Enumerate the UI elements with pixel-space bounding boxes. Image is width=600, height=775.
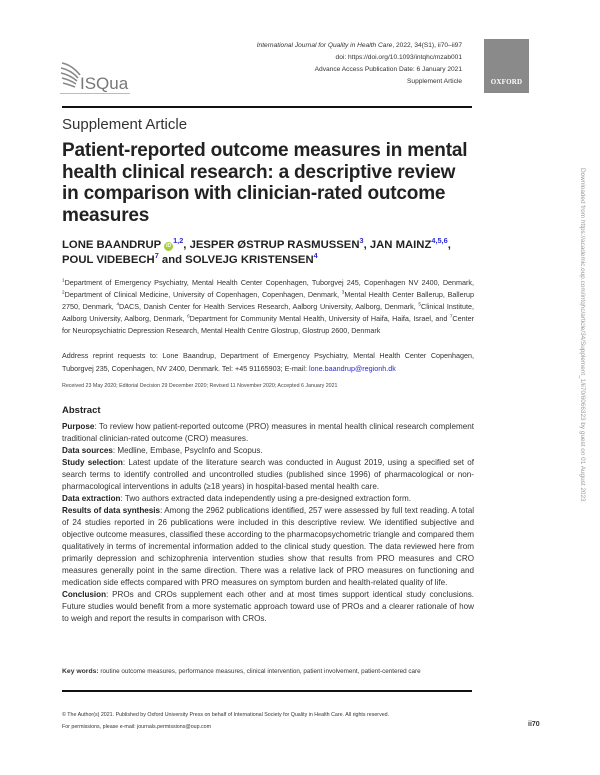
section-text: : PROs and CROs supplement each other an… — [62, 590, 474, 623]
journal-header: International Journal for Quality in Hea… — [257, 40, 462, 88]
copyright: © The Author(s) 2021. Published by Oxfor… — [62, 712, 390, 718]
affiliation: Department of Clinical Medicine, Univers… — [64, 290, 342, 299]
affiliations: 1Department of Emergency Psychiatry, Men… — [62, 277, 474, 337]
author-name: POUL VIDEBECH — [62, 254, 155, 266]
isqua-logo: ISQua — [58, 55, 138, 97]
doi[interactable]: doi: https://doi.org/10.1093/intqhc/mzab… — [335, 54, 462, 61]
article-dates: Received 23 May 2020; Editorial Decision… — [62, 383, 338, 389]
abstract-heading: Abstract — [62, 405, 101, 416]
author-affiliation-ref[interactable]: 7 — [154, 251, 159, 261]
journal-name: International Journal for Quality in Hea… — [256, 42, 393, 49]
article-type: Supplement Article — [407, 78, 462, 85]
affiliation: Department of Emergency Psychiatry, Ment… — [64, 278, 474, 287]
abstract-study-selection: Study selection: Latest update of the li… — [62, 457, 474, 493]
author-name: LONE BAANDRUP — [62, 239, 161, 251]
author-affiliation-ref[interactable]: 3 — [359, 236, 364, 246]
affiliation-number: 2 — [62, 289, 65, 295]
download-watermark: Downloaded from https://academic.oup.com… — [579, 168, 586, 502]
author-separator: , — [363, 239, 370, 251]
email-link[interactable]: lone.baandrup@regionh.dk — [309, 363, 396, 373]
affiliation-number: 7 — [449, 313, 453, 319]
address-text: Address reprint requests to: Lone Baandr… — [62, 351, 474, 373]
author-name: SOLVEJG KRISTENSEN — [185, 254, 314, 266]
article-title: Patient-reported outcome measures in men… — [62, 140, 468, 226]
abstract-results: Results of data synthesis: Among the 296… — [62, 505, 474, 589]
svg-text:ISQua: ISQua — [80, 74, 129, 93]
abstract-data-sources: Data sources: Medline, Embase, PsycInfo … — [62, 445, 474, 457]
footer-divider — [62, 690, 472, 692]
journal-citation: , 2022, 34(S1), ii70–ii97 — [392, 42, 462, 49]
abstract-purpose: Purpose: To review how patient-reported … — [62, 421, 474, 445]
page-number: ii70 — [528, 721, 540, 728]
author-separator: and — [158, 254, 186, 266]
affiliation-number: 4 — [116, 301, 120, 307]
section-text: : Latest update of the literature search… — [62, 458, 474, 491]
section-label: Results of data synthesis — [62, 506, 161, 515]
author-affiliation-ref[interactable]: 1,2 — [173, 236, 184, 246]
section-text: : Among the 2962 publications identified… — [62, 506, 474, 587]
affiliation: Mental Health Center Ballerup, Ballerup … — [62, 290, 474, 311]
author-name: JESPER ØSTRUP RASMUSSEN — [189, 239, 360, 251]
section-label: Conclusion — [62, 590, 107, 599]
oxford-logo: OXFORD — [484, 39, 529, 93]
section-text: : To review how patient-reported outcome… — [62, 422, 474, 443]
affiliation-number: 5 — [418, 301, 422, 307]
keywords-text: routine outcome measures, performance me… — [98, 668, 421, 675]
section-label: Purpose — [62, 422, 95, 431]
abstract: Abstract Purpose: To review how patient-… — [62, 405, 474, 625]
keywords-label: Key words: — [62, 668, 99, 675]
abstract-conclusion: Conclusion: PROs and CROs supplement eac… — [62, 589, 474, 625]
affiliation: Clinical Institute, Aalborg University, … — [62, 302, 474, 323]
author-affiliation-ref[interactable]: 4,5,6 — [431, 236, 448, 246]
author-separator: , — [183, 239, 190, 251]
orcid-icon[interactable]: iD — [164, 242, 174, 251]
author-affiliation-ref[interactable]: 4 — [313, 251, 318, 261]
keywords: Key words: routine outcome measures, per… — [62, 668, 421, 675]
footer: © The Author(s) 2021. Published by Oxfor… — [62, 709, 389, 733]
section-text: : Two authors extracted data independent… — [120, 494, 411, 503]
permissions: For permissions, please e-mail: journals… — [62, 724, 212, 730]
affiliation: Department for Community Mental Health, … — [189, 314, 450, 323]
section-label: Supplement Article — [62, 116, 188, 133]
correspondence-address: Address reprint requests to: Lone Baandr… — [62, 350, 474, 375]
affiliation-number: 3 — [341, 289, 345, 295]
abstract-data-extraction: Data extraction: Two authors extracted d… — [62, 493, 474, 505]
affiliation-number: 1 — [62, 277, 65, 283]
section-label: Data extraction — [62, 494, 121, 503]
affiliation: Center for Neuropsychiatric Depression R… — [62, 314, 474, 335]
section-label: Data sources — [62, 446, 113, 455]
section-label: Study selection — [62, 458, 123, 467]
author-list: LONE BAANDRUP iD1,2, JESPER ØSTRUP RASMU… — [62, 236, 451, 266]
author-name: JAN MAINZ — [369, 239, 432, 251]
section-text: : Medline, Embase, PsycInfo and Scopus. — [112, 446, 263, 455]
header-divider — [62, 106, 472, 108]
affiliation: DACS, Danish Center for Health Services … — [119, 302, 419, 311]
advance-access-date: Advance Access Publication Date: 6 Janua… — [314, 66, 462, 73]
affiliation-number: 6 — [187, 313, 190, 319]
